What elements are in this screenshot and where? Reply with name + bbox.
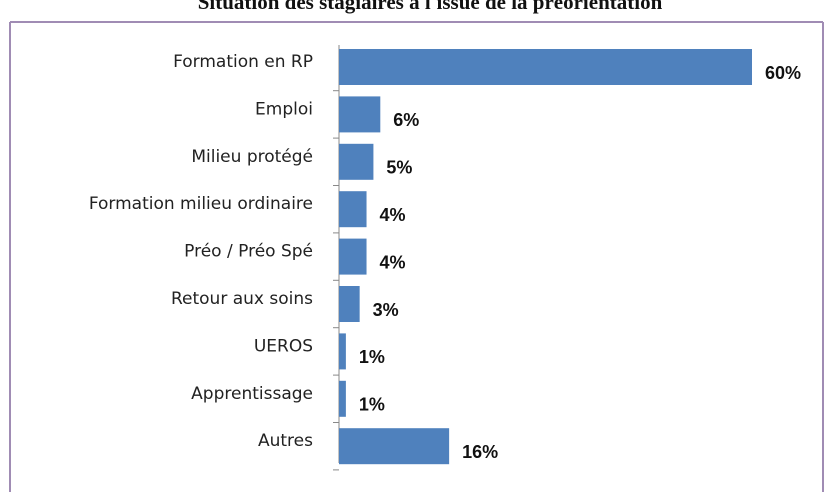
value-label: 16% [462, 442, 498, 462]
category-label: Formation en RP [173, 52, 313, 72]
bar [339, 286, 360, 322]
bar [339, 380, 346, 417]
value-label: 60% [765, 63, 801, 83]
bar [339, 191, 367, 228]
category-label: Préo / Préo Spé [184, 242, 313, 262]
bar [339, 333, 346, 370]
category-label: Formation milieu ordinaire [89, 194, 313, 214]
bar [339, 238, 367, 275]
bar [339, 143, 374, 180]
category-label: Apprentissage [191, 384, 313, 404]
value-label: 1% [359, 395, 385, 415]
value-label: 5% [386, 158, 412, 178]
category-label: Milieu protégé [191, 147, 313, 167]
value-label: 3% [373, 300, 399, 320]
value-label: 4% [380, 205, 406, 225]
category-label: Emploi [255, 99, 313, 119]
bar [339, 96, 381, 133]
category-label: Retour aux soins [171, 289, 313, 309]
bar [339, 428, 450, 465]
category-label: Autres [258, 431, 313, 451]
category-label: UEROS [254, 336, 313, 356]
chart-title: Situation des stagiaires à l'issue de la… [198, 0, 663, 14]
value-label: 6% [393, 110, 419, 130]
value-label: 1% [359, 347, 385, 367]
bar [339, 49, 752, 85]
value-label: 4% [380, 252, 406, 272]
